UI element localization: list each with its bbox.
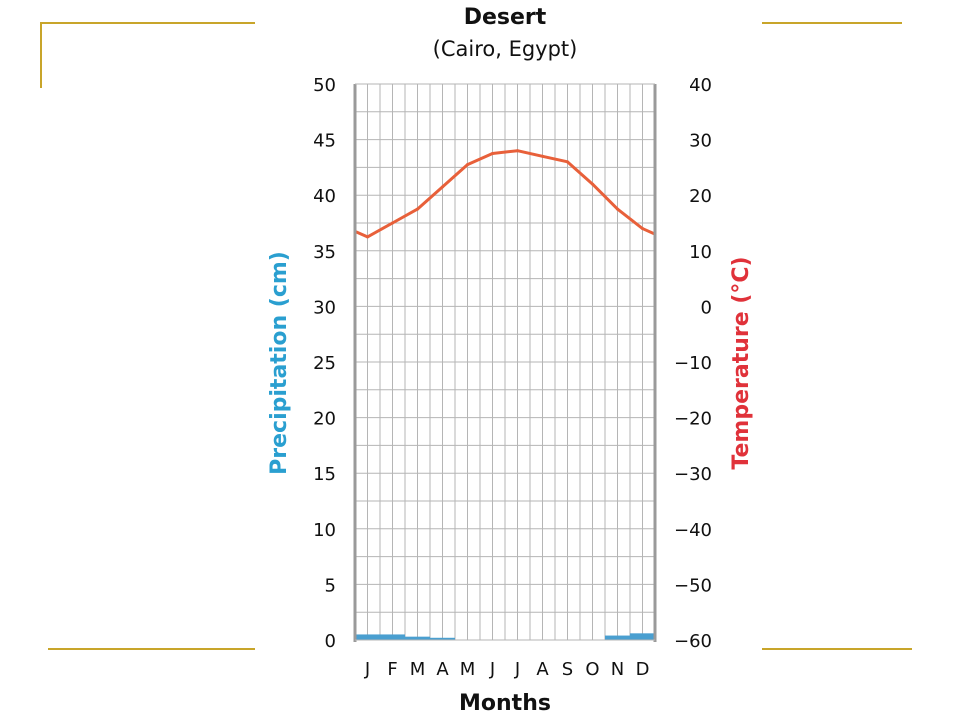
y-tick-right: 0 (701, 297, 712, 318)
y-tick-right: 10 (689, 242, 712, 263)
y-tick-right: −10 (674, 353, 712, 374)
y-tick-right: −20 (674, 409, 712, 430)
y-axis-left-label: Precipitation (cm) (267, 251, 292, 475)
temperature-point (391, 221, 394, 225)
chart-subtitle: (Cairo, Egypt) (432, 37, 578, 61)
temperature-point (441, 185, 444, 189)
temperature-point (516, 149, 519, 153)
y-axis-right-label: Temperature (°C) (729, 256, 754, 469)
x-tick-label: S (562, 659, 573, 680)
x-tick-label: O (585, 659, 599, 680)
y-tick-left: 30 (313, 297, 336, 318)
temperature-line-group (354, 149, 656, 239)
temperature-point (541, 154, 544, 158)
y-tick-left: 25 (313, 353, 336, 374)
temperature-line (354, 149, 656, 239)
y-tick-right: −60 (674, 631, 712, 652)
decor-line-bottom-left (48, 648, 255, 650)
x-tick-label: J (489, 659, 495, 680)
y-tick-left: 10 (313, 520, 336, 541)
y-tick-left: 5 (325, 575, 336, 596)
x-tick-label: F (387, 659, 397, 680)
temperature-point (366, 235, 369, 239)
x-tick-label: A (536, 659, 549, 680)
decor-line-top-right (762, 22, 902, 24)
y-tick-right: 40 (689, 75, 712, 96)
precipitation-bar (605, 635, 630, 640)
tick-labels: 0 5 10 15 20 25 30 35 40 45 50 −60 −50 −40 −30 −20 −10 0 1… (313, 75, 712, 680)
y-tick-right: −50 (674, 575, 712, 596)
plot-frame (353, 83, 657, 642)
x-tick-label: J (364, 659, 370, 680)
y-tick-right: −30 (674, 464, 712, 485)
precipitation-bar (630, 633, 655, 640)
x-tick-label: M (410, 659, 426, 680)
decor-line-bottom-right (762, 648, 912, 650)
temperature-point (491, 152, 494, 155)
y-tick-left: 15 (313, 464, 336, 485)
grid (355, 84, 655, 640)
temperature-point (466, 163, 469, 167)
temperature-point (416, 207, 419, 211)
decor-line-top-left (40, 22, 255, 24)
y-tick-right: 30 (689, 131, 712, 152)
x-axis-label: Months (459, 691, 551, 716)
y-tick-left: 35 (313, 242, 336, 263)
precipitation-bar (380, 634, 405, 640)
temperature-point (566, 160, 569, 164)
x-tick-label: J (514, 659, 520, 680)
temperature-point (616, 207, 619, 211)
y-tick-left: 40 (313, 186, 336, 207)
x-tick-label: D (636, 659, 650, 680)
decor-line-left-vertical (40, 22, 42, 88)
temperature-point (641, 227, 644, 231)
precipitation-bar (405, 636, 430, 640)
temperature-point (591, 182, 594, 186)
y-tick-left: 20 (313, 409, 336, 430)
precipitation-bar (355, 634, 380, 640)
y-tick-right: −40 (674, 520, 712, 541)
y-tick-left: 0 (325, 631, 336, 652)
y-tick-left: 50 (313, 75, 336, 96)
precipitation-bar (430, 637, 455, 640)
x-tick-label: A (436, 659, 449, 680)
x-tick-label: N (611, 659, 624, 680)
y-tick-right: 20 (689, 186, 712, 207)
y-tick-left: 45 (313, 131, 336, 152)
chart-title: Desert (463, 5, 547, 30)
x-tick-label: M (460, 659, 476, 680)
precipitation-bars (355, 633, 655, 640)
